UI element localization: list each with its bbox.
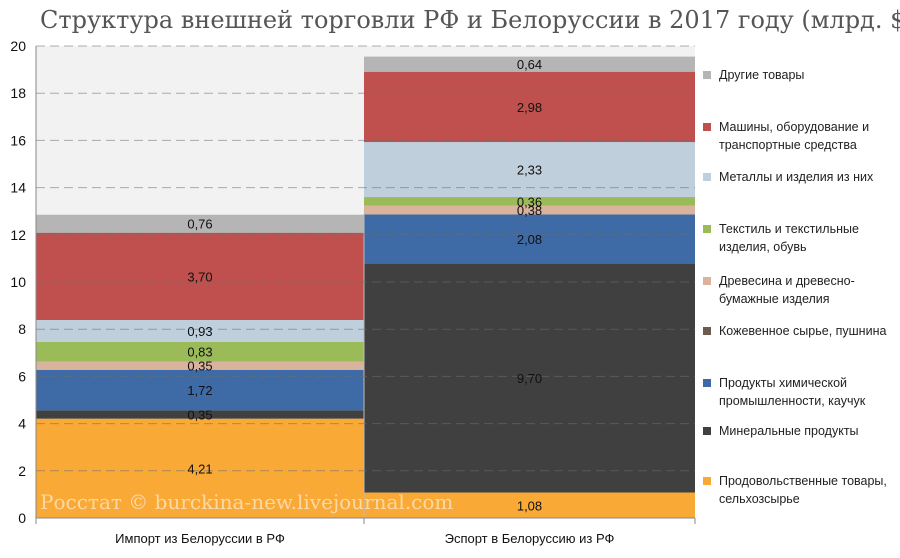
- legend: Другие товары Машины, оборудование и тран…: [703, 60, 893, 520]
- bar-segment-0-6: [36, 319, 364, 342]
- legend-label: Металлы и изделия из них: [719, 170, 874, 184]
- legend-item-3: Текстиль и текстильные изделия, обувь: [703, 220, 893, 256]
- bar-segment-0-7: [36, 232, 364, 320]
- data-labels: 4,210,351,720,350,830,933,700,761,089,70…: [187, 57, 542, 513]
- y-tick-label-4: 8: [18, 321, 26, 337]
- legend-swatch: [703, 71, 711, 79]
- category-label-1: Эспорт в Белоруссию из РФ: [445, 531, 615, 546]
- legend-swatch: [703, 327, 711, 335]
- y-tick-label-1: 2: [18, 463, 26, 479]
- bar-segment-0-0: [36, 418, 364, 518]
- legend-swatch: [703, 427, 711, 435]
- y-tick-label-3: 6: [18, 368, 26, 384]
- legend-item-2: Металлы и изделия из них: [703, 168, 893, 186]
- data-label-1-6: 2,33: [517, 163, 542, 178]
- data-label-1-1: 9,70: [517, 371, 542, 386]
- data-label-0-0: 4,21: [187, 461, 212, 476]
- legend-item-5: Кожевенное сырье, пушнина: [703, 322, 893, 340]
- chart-title: Структура внешней торговли РФ и Белорусс…: [40, 6, 900, 34]
- y-tick-label-7: 14: [10, 180, 26, 196]
- bar-segment-1-7: [364, 71, 695, 143]
- legend-item-8: Продовольственные товары, сельхозсырье: [703, 472, 893, 508]
- bar-segment-0-5: [36, 341, 364, 362]
- legend-item-0: Другие товары: [703, 66, 893, 84]
- legend-label: Машины, оборудование и транспортные сред…: [719, 120, 870, 152]
- legend-label: Текстиль и текстильные изделия, обувь: [719, 222, 859, 254]
- legend-label: Древесина и древесно-бумажные изделия: [719, 274, 855, 306]
- y-tick-label-8: 16: [10, 132, 26, 148]
- data-label-1-2: 2,08: [517, 232, 542, 247]
- legend-item-4: Древесина и древесно-бумажные изделия: [703, 272, 893, 308]
- legend-swatch: [703, 123, 711, 131]
- legend-swatch: [703, 477, 711, 485]
- data-label-0-1: 0,35: [187, 408, 212, 423]
- data-label-0-4: 0,35: [187, 359, 212, 374]
- bar-segment-1-5: [364, 197, 695, 206]
- data-label-0-5: 0,83: [187, 345, 212, 360]
- legend-label: Другие товары: [719, 68, 805, 82]
- legend-label: Минеральные продукты: [719, 424, 859, 438]
- legend-swatch: [703, 225, 711, 233]
- legend-swatch: [703, 379, 711, 387]
- legend-swatch: [703, 173, 711, 181]
- gridlines: [36, 45, 695, 518]
- y-tick-label-5: 10: [10, 274, 26, 290]
- data-label-1-0: 1,08: [517, 498, 542, 513]
- legend-label: Продукты химической промышленности, кауч…: [719, 376, 866, 408]
- data-label-1-8: 0,64: [517, 57, 542, 72]
- axes: 0 2 4 6 8 10 12 14 16 18 20 Импорт из Белоруссии в …: [10, 38, 696, 546]
- data-label-1-5: 0,36: [517, 194, 542, 209]
- bar-segment-1-8: [364, 56, 695, 72]
- data-label-1-7: 2,98: [517, 100, 542, 115]
- bar-segment-1-4: [364, 205, 695, 215]
- data-label-0-2: 1,72: [187, 383, 212, 398]
- data-label-0-8: 0,76: [187, 217, 212, 232]
- bar-segment-0-8: [36, 214, 364, 233]
- legend-label: Кожевенное сырье, пушнина: [719, 324, 887, 338]
- category-label-0: Импорт из Белоруссии в РФ: [115, 531, 285, 546]
- y-tick-label-6: 12: [10, 227, 26, 243]
- legend-label: Продовольственные товары, сельхозсырье: [719, 474, 887, 506]
- data-label-0-7: 3,70: [187, 269, 212, 284]
- y-tick-label-2: 4: [18, 416, 26, 432]
- legend-item-6: Продукты химической промышленности, кауч…: [703, 374, 893, 410]
- data-label-0-6: 0,93: [187, 324, 212, 339]
- y-tick-label-0: 0: [18, 510, 26, 526]
- legend-swatch: [703, 277, 711, 285]
- bar-segment-0-4: [36, 361, 364, 370]
- y-tick-label-10: 20: [10, 38, 26, 54]
- bar-segment-1-1: [364, 263, 695, 493]
- bar-segment-1-2: [364, 214, 695, 264]
- bars-layer: [36, 56, 695, 518]
- bar-segment-0-1: [36, 410, 364, 419]
- y-tick-label-9: 18: [10, 85, 26, 101]
- data-label-1-4: 0,38: [517, 203, 542, 218]
- legend-item-7: Минеральные продукты: [703, 422, 893, 440]
- legend-item-1: Машины, оборудование и транспортные сред…: [703, 118, 893, 154]
- bar-segment-1-0: [364, 492, 695, 518]
